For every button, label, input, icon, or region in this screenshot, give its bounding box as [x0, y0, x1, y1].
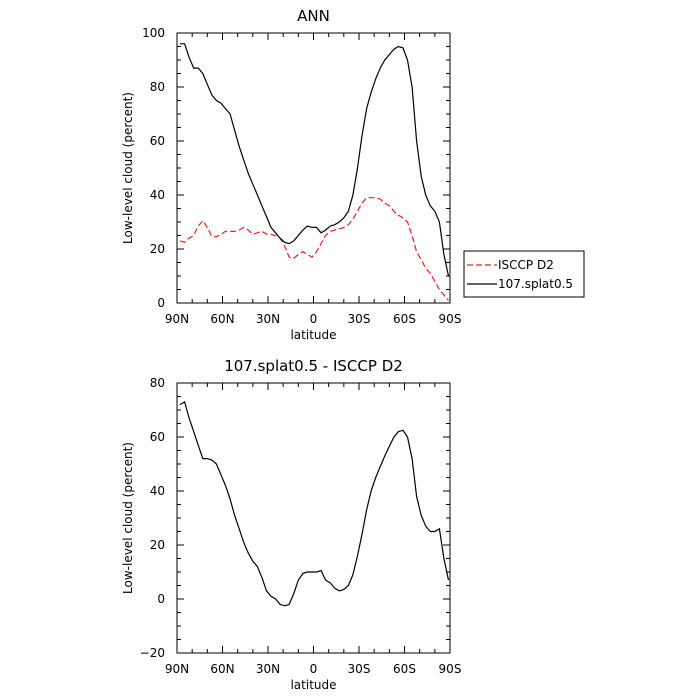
x-tick-label: 90S: [439, 662, 462, 676]
y-tick-label: 60: [150, 134, 165, 148]
y-tick-label: −20: [140, 646, 165, 660]
x-tick-label: 90N: [165, 312, 189, 326]
y-tick-label: 0: [157, 592, 165, 606]
legend-entry: ISCCP D2: [498, 258, 554, 272]
x-tick-label: 60S: [393, 312, 416, 326]
series-line-1: [179, 197, 449, 301]
y-tick-label: 20: [150, 538, 165, 552]
y-axis-title: Low-level cloud (percent): [121, 442, 135, 594]
y-tick-label: 100: [142, 26, 165, 40]
legend-box: [463, 250, 585, 298]
series-line-2: [180, 43, 450, 277]
y-axis-title: Low-level cloud (percent): [121, 92, 135, 244]
x-tick-label: 60N: [210, 312, 234, 326]
series-line-1: [179, 400, 450, 607]
y-tick-label: 60: [150, 430, 165, 444]
chart-panel-1: 90N 60N 30N 0 30S 60S 90S 0 20 40 60 80 100 ANN latitu…: [121, 7, 585, 342]
y-tick-label: 80: [150, 80, 165, 94]
x-tick-label: 30N: [256, 662, 280, 676]
legend-entry: 107.splat0.5: [498, 277, 573, 291]
y-tick-label: 40: [150, 188, 165, 202]
x-tick-label: 30S: [348, 312, 371, 326]
chart-title: ANN: [297, 7, 330, 25]
x-tick-label: 60S: [393, 662, 416, 676]
x-tick-label: 30S: [348, 662, 371, 676]
x-tick-label: 30N: [256, 312, 280, 326]
x-tick-label: 60N: [210, 662, 234, 676]
x-tick-label: 90S: [439, 312, 462, 326]
x-axis-title: latitude: [290, 678, 336, 692]
x-axis-title: latitude: [290, 328, 336, 342]
y-tick-label: 20: [150, 242, 165, 256]
y-tick-label: 80: [150, 376, 165, 390]
x-tick-label: 90N: [165, 662, 189, 676]
plot-frame: [176, 32, 451, 304]
y-tick-label: 40: [150, 484, 165, 498]
x-tick-label: 0: [310, 662, 318, 676]
plot-frame: [176, 382, 451, 654]
x-tick-label: 0: [310, 312, 318, 326]
y-tick-label: 0: [157, 296, 165, 310]
chart-title: 107.splat0.5 - ISCCP D2: [224, 357, 403, 375]
chart-panel-2: 90N 60N 30N 0 30S 60S 90S −20 0 20 40 60 80 107.splat…: [121, 357, 461, 692]
